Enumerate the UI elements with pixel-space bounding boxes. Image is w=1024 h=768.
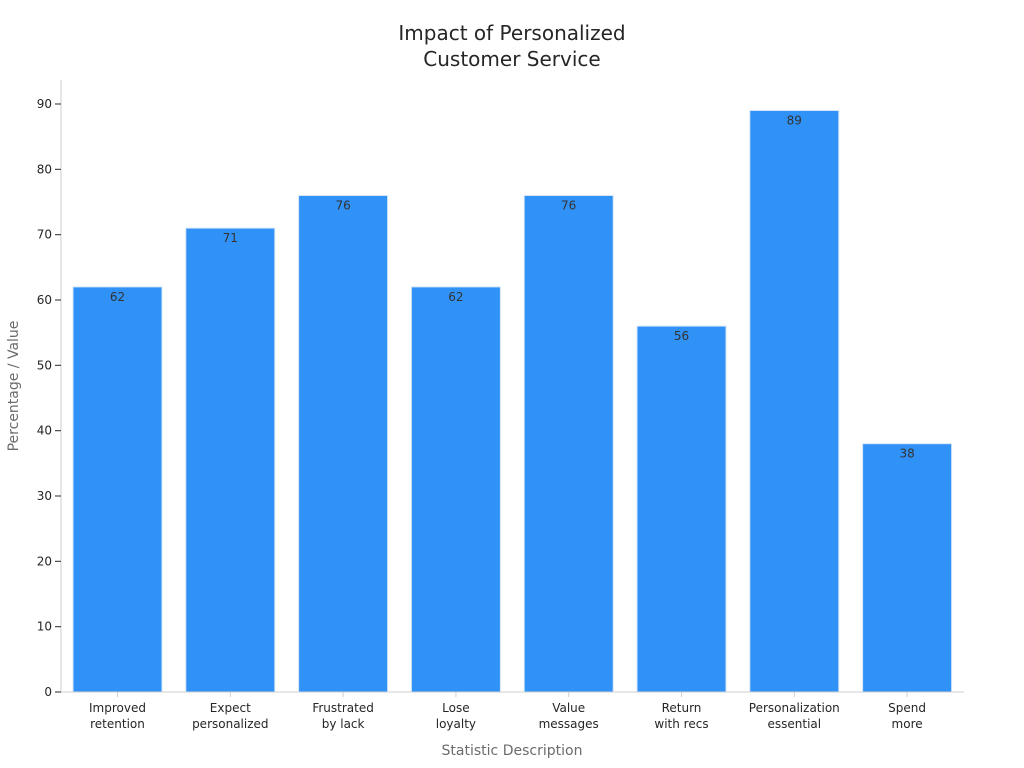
x-tick-label-5-line-2: messages: [539, 717, 599, 731]
x-tick-label-6-line-2: with recs: [654, 717, 708, 731]
y-tick-label-80: 80: [37, 162, 52, 176]
x-tick-label-3-line-1: Frustrated: [312, 701, 374, 715]
bar-value-label-1: 62: [110, 290, 125, 304]
bar-value-label-2: 71: [223, 231, 238, 245]
x-tick-label-8-line-1: Spend: [888, 701, 926, 715]
chart-title: Impact of Personalized Customer Service: [398, 21, 625, 71]
x-tick-label-7-line-1: Personalization: [749, 701, 840, 715]
bar-6: [636, 325, 727, 693]
bar-value-label-8: 38: [899, 447, 914, 461]
y-tick-label-10: 10: [37, 620, 52, 634]
y-tick-label-0: 0: [44, 685, 52, 699]
bar-5: [523, 195, 614, 693]
chart-title-line-2: Customer Service: [423, 47, 600, 71]
bars-layer: [72, 110, 953, 693]
x-axis-ticks: Improved retention Expect personalized Frust…: [89, 692, 926, 731]
bar-4: [410, 286, 501, 693]
y-tick-label-70: 70: [37, 228, 52, 242]
y-tick-label-90: 90: [37, 97, 52, 111]
bar-8: [862, 443, 953, 693]
bar-2: [185, 227, 276, 693]
y-axis-label: Percentage / Value: [6, 321, 22, 452]
bar-1: [72, 286, 163, 693]
x-tick-label-2-line-2: personalized: [192, 717, 268, 731]
bar-value-label-3: 76: [335, 199, 350, 213]
bar-7: [749, 110, 840, 693]
x-tick-label-7-line-2: essential: [767, 717, 821, 731]
x-tick-label-1-line-1: Improved: [89, 701, 146, 715]
x-tick-label-4-line-2: loyalty: [436, 717, 476, 731]
y-tick-label-20: 20: [37, 554, 52, 568]
x-tick-label-3-line-2: by lack: [322, 717, 365, 731]
x-tick-label-5-line-1: Value: [552, 701, 585, 715]
y-axis-ticks: 0 10 20 30 40 50 60 70 80 90: [37, 97, 61, 699]
chart-title-line-1: Impact of Personalized: [398, 21, 625, 45]
y-tick-label-30: 30: [37, 489, 52, 503]
bar-value-label-4: 62: [448, 290, 463, 304]
bar-value-label-5: 76: [561, 199, 576, 213]
y-tick-label-40: 40: [37, 424, 52, 438]
y-tick-label-60: 60: [37, 293, 52, 307]
x-tick-label-2-line-1: Expect: [210, 701, 251, 715]
bar-3: [298, 195, 389, 693]
bar-value-label-6: 56: [674, 329, 689, 343]
x-tick-label-8-line-2: more: [892, 717, 923, 731]
data-labels-layer: 62 71 76 62 76 56 89 38: [110, 114, 915, 461]
bar-value-label-7: 89: [787, 114, 802, 128]
x-tick-label-1-line-2: retention: [90, 717, 145, 731]
x-axis-label: Statistic Description: [442, 743, 583, 759]
x-tick-label-4-line-1: Lose: [442, 701, 469, 715]
x-tick-label-6-line-1: Return: [662, 701, 702, 715]
y-tick-label-50: 50: [37, 358, 52, 372]
